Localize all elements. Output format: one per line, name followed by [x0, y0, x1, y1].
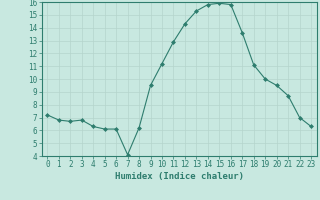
X-axis label: Humidex (Indice chaleur): Humidex (Indice chaleur)	[115, 172, 244, 181]
